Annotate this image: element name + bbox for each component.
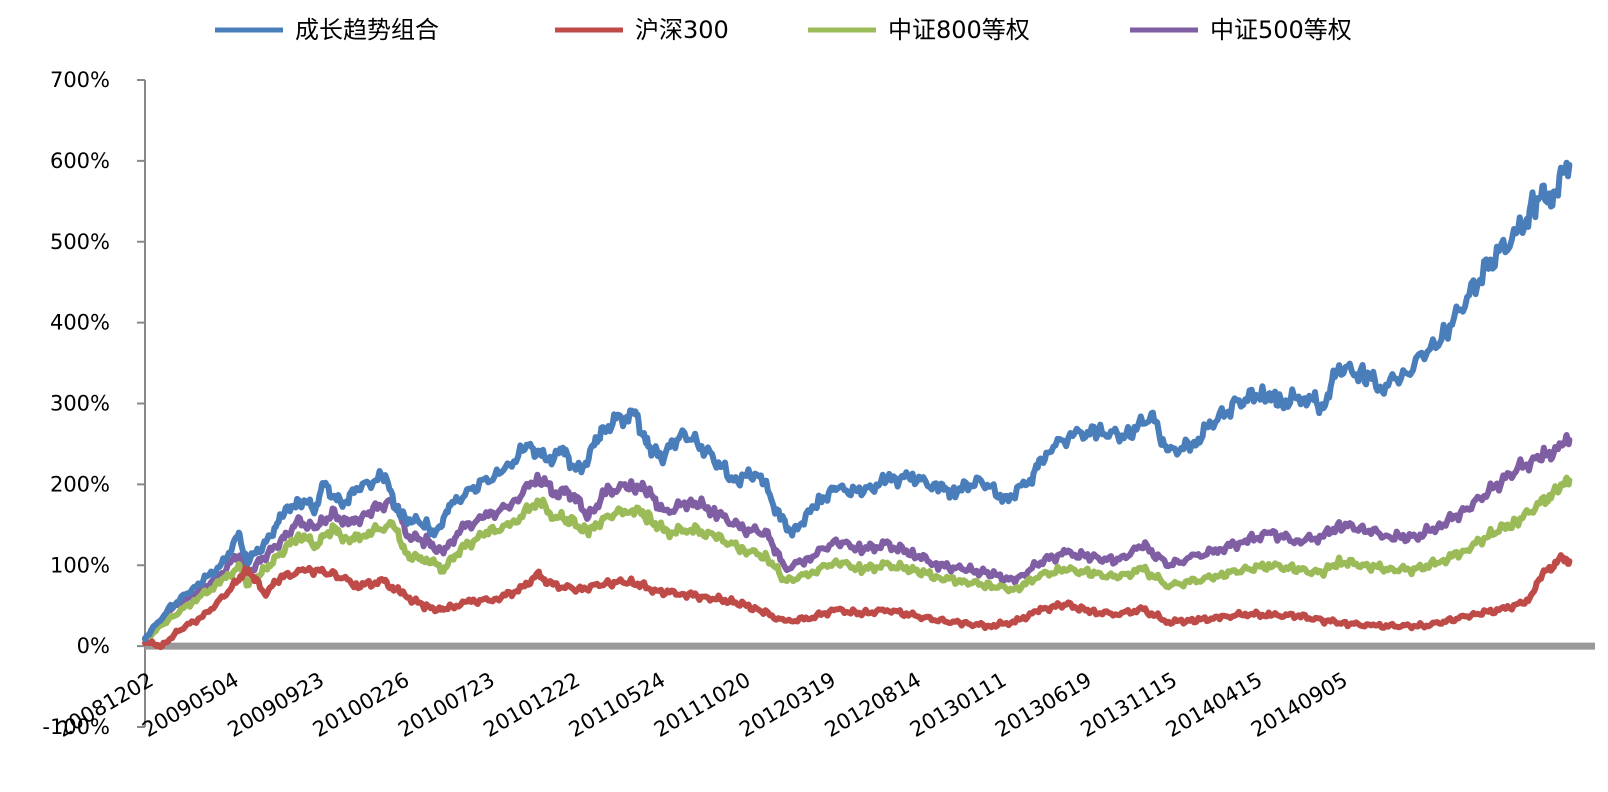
series-layer: [142, 159, 1573, 651]
x-axis: 2008120220090504200909232010022620100723…: [53, 642, 1595, 742]
x-tick-label: 20100226: [309, 668, 414, 742]
x-tick-label: 20090504: [138, 668, 243, 742]
x-tick-label: 20120319: [735, 668, 840, 742]
y-tick-label: 600%: [50, 149, 110, 173]
legend-label: 中证500等权: [1210, 16, 1352, 44]
x-tick-label: 20110524: [565, 668, 670, 742]
x-tick-label: 20111020: [650, 668, 755, 742]
y-tick-label: 300%: [50, 392, 110, 416]
legend-item: 中证500等权: [1130, 16, 1352, 44]
series-line: [142, 474, 1573, 642]
y-tick-label: 200%: [50, 472, 110, 496]
legend-item: 中证800等权: [808, 16, 1030, 44]
legend-item: 成长趋势组合: [215, 16, 439, 44]
x-tick-label: 20101222: [479, 668, 584, 742]
x-tick-label: 20130619: [991, 668, 1096, 742]
legend-label: 沪深300: [635, 16, 729, 44]
legend-label: 中证800等权: [888, 16, 1030, 44]
x-tick-label: 20140415: [1162, 668, 1267, 742]
x-tick-label: 20100723: [394, 668, 499, 742]
y-tick-label: 0%: [77, 634, 110, 658]
x-tick-label: 20130111: [906, 668, 1011, 742]
x-tick-label: 20140905: [1247, 668, 1352, 742]
legend: 成长趋势组合 沪深300 中证800等权 中证500等权: [215, 16, 1352, 44]
y-tick-label: 400%: [50, 311, 110, 335]
y-axis: -100% 0% 100% 200% 300% 400% 500% 600% 700%: [42, 68, 146, 739]
series-line: [142, 432, 1573, 642]
legend-label: 成长趋势组合: [295, 16, 439, 44]
y-tick-label: -100%: [42, 715, 110, 739]
series-line: [142, 552, 1573, 651]
x-tick-label: 20120814: [821, 668, 926, 742]
x-tick-label: 20131115: [1076, 668, 1181, 742]
legend-item: 沪深300: [555, 16, 729, 44]
series-line: [142, 159, 1573, 643]
y-tick-label: 700%: [50, 68, 110, 92]
y-tick-label: 500%: [50, 230, 110, 254]
y-tick-label: 100%: [50, 553, 110, 577]
x-tick-label: 20090923: [224, 668, 329, 742]
